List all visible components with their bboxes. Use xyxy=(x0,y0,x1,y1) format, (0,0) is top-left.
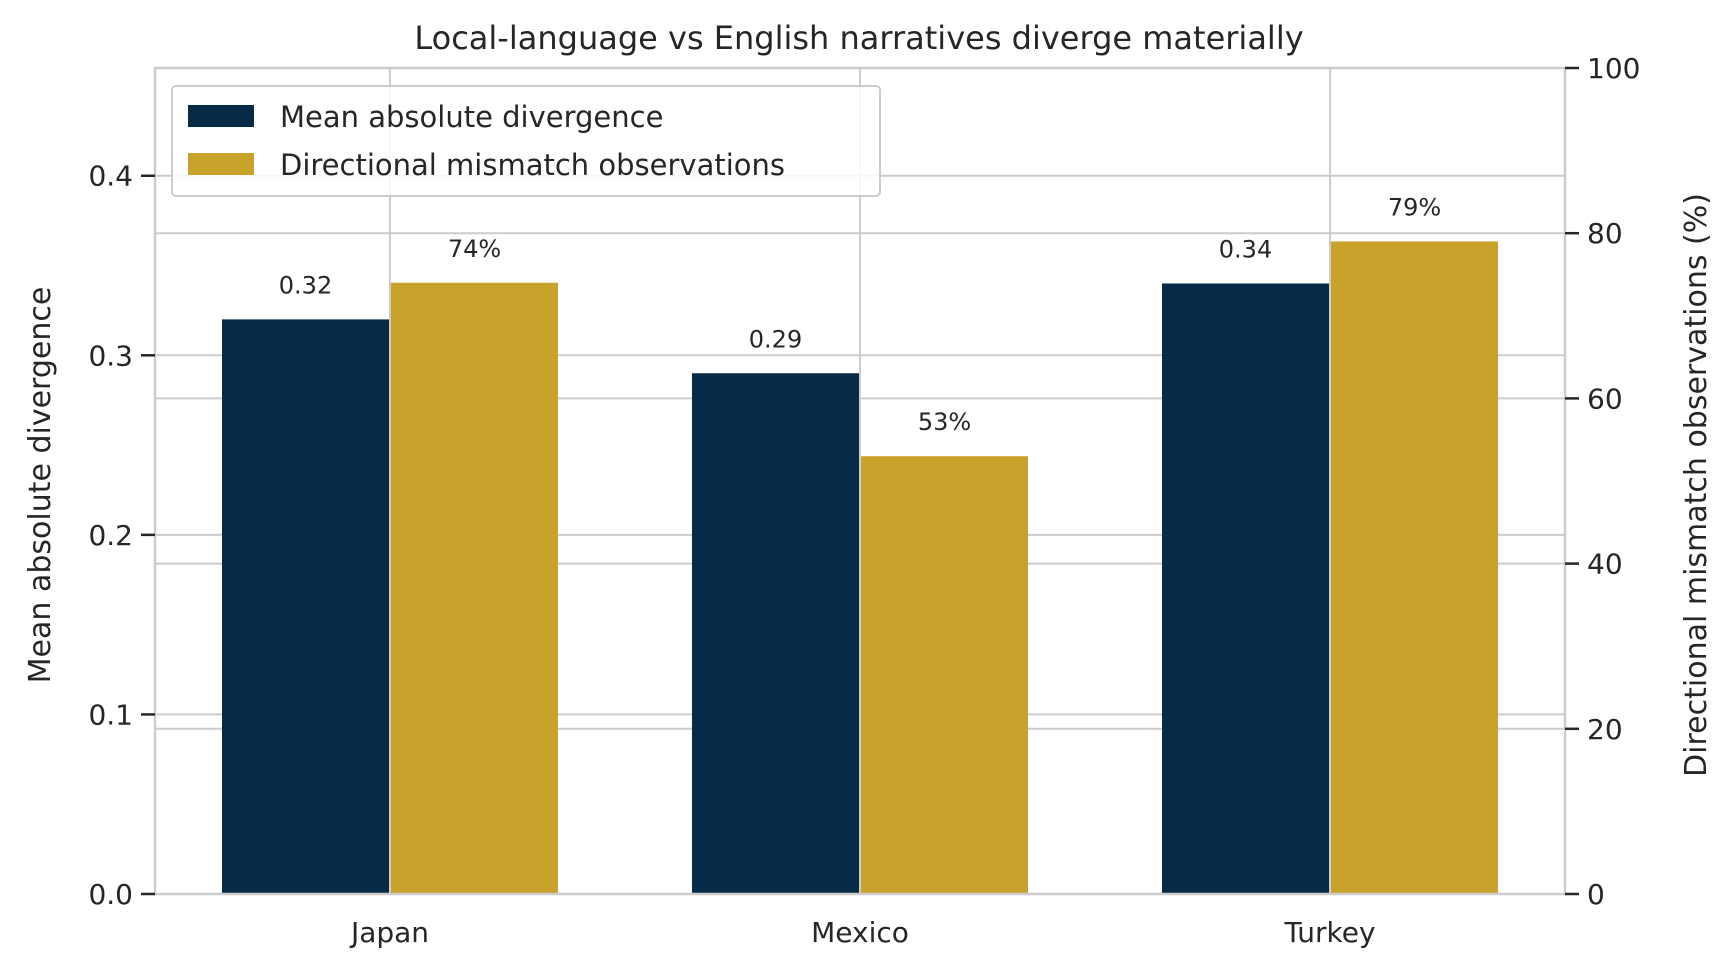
plot-frame xyxy=(153,66,1567,896)
data-label-1-japan: 74% xyxy=(448,235,501,263)
bar-0-turkey xyxy=(1162,283,1329,894)
y-left-tick-label-2: 0.2 xyxy=(88,519,133,552)
axes-layer: 0.0 0.1 0.2 0.3 0.4 0 20 40 60 80 100 Japan Mexico Tu… xyxy=(88,52,1640,949)
data-label-0-turkey: 0.34 xyxy=(1219,235,1272,263)
data-label-0-japan: 0.32 xyxy=(279,271,332,299)
data-label-1-turkey: 79% xyxy=(1388,193,1441,221)
x-tick-label-turkey: Turkey xyxy=(1283,916,1375,949)
y-right-tick-label-3: 60 xyxy=(1587,382,1623,415)
bar-0-japan xyxy=(222,319,389,894)
legend-swatch-1 xyxy=(188,153,254,175)
legend-box xyxy=(171,85,881,197)
data-labels-layer: 0.32 0.29 0.34 74% 53% 79% xyxy=(279,193,1441,436)
legend-label-1: Directional mismatch observations xyxy=(280,148,785,182)
x-tick-label-japan: Japan xyxy=(349,916,429,949)
y-axis-right-title: Directional mismatch observations (%) xyxy=(1679,193,1714,777)
data-label-0-mexico: 0.29 xyxy=(749,325,802,353)
y-right-tick-label-1: 20 xyxy=(1587,713,1623,746)
y-left-tick-label-0: 0.0 xyxy=(88,878,133,911)
y-right-tick-label-2: 40 xyxy=(1587,548,1623,581)
bar-1-turkey xyxy=(1331,241,1498,894)
bar-1-japan xyxy=(391,282,558,894)
bars-layer xyxy=(222,241,1498,894)
y-left-tick-label-4: 0.4 xyxy=(88,160,133,193)
y-axis-left-title: Mean absolute divergence xyxy=(23,287,58,684)
legend-swatch-0 xyxy=(188,105,254,127)
y-left-tick-label-1: 0.1 xyxy=(88,698,133,731)
bar-1-mexico xyxy=(861,456,1028,894)
data-label-1-mexico: 53% xyxy=(918,408,971,436)
chart-title: Local-language vs English narratives div… xyxy=(414,19,1303,57)
y-left-tick-label-3: 0.3 xyxy=(88,339,133,372)
legend: Mean absolute divergence Directional mism… xyxy=(171,85,881,197)
y-right-tick-label-0: 0 xyxy=(1587,878,1605,911)
bar-0-mexico xyxy=(692,373,859,894)
x-tick-label-mexico: Mexico xyxy=(811,916,909,949)
y-right-tick-label-5: 100 xyxy=(1587,52,1640,85)
y-right-tick-label-4: 80 xyxy=(1587,217,1623,250)
legend-label-0: Mean absolute divergence xyxy=(280,100,663,134)
